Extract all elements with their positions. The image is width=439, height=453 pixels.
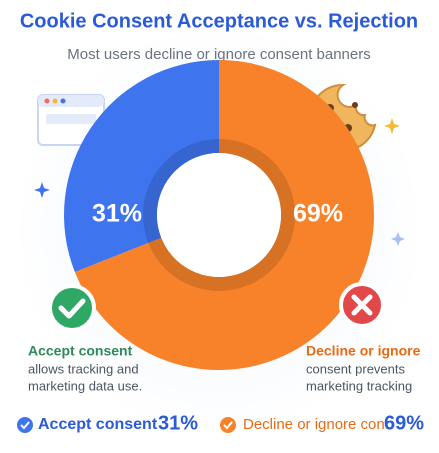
legend-value: 31% [158, 412, 198, 434]
annotation-text: marketing tracking [306, 378, 412, 393]
browser-icon [37, 94, 105, 146]
donut-segment [63, 60, 219, 273]
legend-icon [20, 421, 30, 430]
inner-shade [143, 139, 295, 291]
donut-segment [74, 60, 374, 370]
legend-icon [223, 421, 233, 430]
cross-badge [339, 282, 385, 328]
value-label: 31% [92, 200, 142, 228]
donut-hole [157, 153, 281, 277]
annotation-text: marketing data use. [28, 378, 142, 393]
legend: Accept consent 31% Decline or ignore con… [17, 412, 424, 434]
check-badge [48, 284, 96, 332]
legend-swatch [17, 417, 33, 433]
annotation-text: consent prevents [306, 361, 406, 376]
legend-label: Accept consent [38, 416, 158, 433]
value-label: 69% [293, 200, 343, 228]
annotation-title: Accept consent [28, 343, 133, 359]
legend-value: 69% [384, 412, 424, 434]
legend-label: Decline or ignore cont [243, 416, 390, 433]
chart-title: Cookie Consent Acceptance vs. Rejection [20, 10, 418, 32]
legend-swatch [220, 417, 236, 433]
chart-subtitle: Most users decline or ignore consent ban… [67, 46, 371, 63]
annotation-title: Decline or ignore [306, 343, 421, 359]
donut [63, 60, 374, 370]
annotation-text: allows tracking and [28, 361, 139, 376]
